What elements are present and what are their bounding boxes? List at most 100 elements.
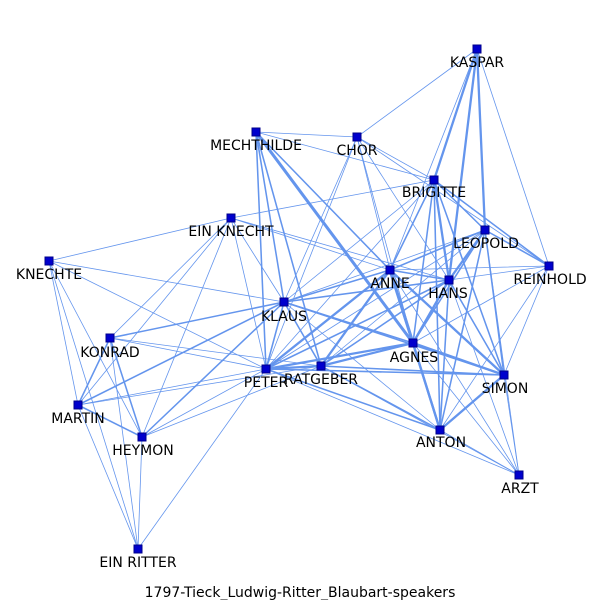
edge-kaspar-chor — [356, 48, 478, 138]
node-mechthilde — [251, 127, 261, 137]
node-konrad — [105, 333, 115, 343]
node-label-konrad: KONRAD — [80, 345, 139, 361]
node-anne — [385, 265, 395, 275]
edge-brigitte-anne — [389, 179, 435, 271]
edge-leopold-klaus — [283, 229, 486, 303]
edge-knechte-ein-ritter — [48, 260, 139, 550]
edge-mechthilde-agnes — [254, 130, 415, 345]
edge-brigitte-ein-knecht — [230, 179, 435, 219]
edge-kaspar-leopold — [475, 47, 487, 232]
edge-simon-arzt — [503, 374, 520, 476]
edge-ein-ritter-peter — [137, 368, 267, 550]
edge-ratgeber-arzt — [320, 365, 520, 476]
edge-ratgeber-agnes — [319, 341, 415, 368]
edge-heymon-ein-ritter — [137, 436, 143, 550]
edge-konrad-peter — [109, 337, 267, 370]
node-label-ein-knecht: EIN KNECHT — [188, 224, 274, 240]
edge-brigitte-reinhold — [433, 179, 550, 267]
edge-brigitte-klaus — [283, 179, 435, 303]
node-peter — [261, 364, 271, 374]
node-label-ratgeber: RATGEBER — [284, 372, 358, 388]
node-layer — [44, 44, 554, 554]
edge-anne-klaus — [283, 269, 391, 303]
node-label-chor: CHOR — [336, 143, 377, 159]
edge-reinhold-hans — [448, 265, 550, 281]
edge-kaspar-anne — [389, 48, 478, 271]
edge-leopold-anne — [389, 229, 486, 271]
edge-ratgeber-simon — [320, 365, 505, 376]
edge-klaus-anton — [283, 301, 441, 431]
edge-mechthilde-brigitte — [255, 131, 435, 181]
node-label-agnes: AGNES — [390, 350, 438, 366]
edge-chor-klaus — [283, 136, 358, 303]
edge-hans-ratgeber — [320, 279, 450, 367]
edge-anne-ratgeber — [319, 268, 392, 368]
edge-kaspar-reinhold — [476, 48, 550, 267]
edge-anton-arzt — [439, 429, 520, 476]
node-agnes — [408, 338, 418, 348]
edge-leopold-arzt — [484, 229, 520, 476]
edge-ein-knecht-hans — [230, 217, 450, 281]
node-leopold — [480, 225, 490, 235]
edge-brigitte-leopold — [433, 179, 486, 231]
edge-martin-ratgeber — [77, 365, 322, 406]
edge-reinhold-agnes — [412, 265, 550, 344]
edge-leopold-ratgeber — [320, 229, 486, 367]
edge-konrad-ein-ritter — [109, 337, 139, 550]
edge-konrad-martin — [77, 337, 111, 406]
edge-hans-agnes — [411, 278, 451, 345]
node-label-mechthilde: MECHTHILDE — [210, 138, 302, 154]
edge-brigitte-hans — [432, 178, 451, 282]
node-label-brigitte: BRIGITTE — [402, 185, 466, 201]
edge-ein-knecht-knechte — [48, 217, 232, 262]
label-layer: KASPAR CHOR MECHTHILDE BRIGITTE EIN KNECHT LE… — [16, 55, 587, 571]
edge-agnes-simon — [411, 341, 506, 377]
edge-knechte-martin — [48, 260, 79, 406]
edge-klaus-ratgeber — [283, 301, 322, 367]
node-label-peter: PETER — [244, 375, 289, 391]
edge-leopold-reinhold — [484, 229, 550, 267]
edge-reinhold-simon — [503, 265, 550, 376]
node-heymon — [137, 432, 147, 442]
edge-klaus-martin — [77, 301, 285, 406]
node-knechte — [44, 256, 54, 266]
edge-hans-arzt — [448, 279, 520, 476]
edge-chor-hans — [356, 136, 450, 281]
node-label-ein-ritter: EIN RITTER — [99, 555, 176, 571]
edge-peter-arzt — [265, 368, 520, 476]
node-chor — [352, 132, 362, 142]
node-label-knechte: KNECHTE — [16, 267, 82, 283]
edge-reinhold-anne — [389, 265, 550, 271]
edge-mechthilde-klaus — [255, 131, 285, 303]
edge-reinhold-anton — [439, 265, 550, 431]
node-label-kaspar: KASPAR — [450, 55, 505, 71]
node-label-anne: ANNE — [370, 276, 409, 292]
edge-knechte-klaus — [48, 260, 285, 303]
edge-mechthilde-chor — [255, 131, 358, 138]
edge-peter-simon — [265, 368, 505, 376]
edge-hans-simon — [448, 279, 505, 376]
edge-ein-knecht-anne — [230, 217, 391, 271]
edge-martin-ein-ritter — [77, 404, 139, 550]
edge-chor-brigitte — [356, 136, 435, 181]
edge-simon-anton — [438, 373, 506, 432]
edge-klaus-peter — [265, 301, 285, 370]
edge-knechte-heymon — [48, 260, 143, 438]
node-ein-knecht — [226, 213, 236, 223]
edge-chor-peter — [265, 136, 358, 370]
edge-kaspar-brigitte — [432, 47, 479, 182]
edge-brigitte-agnes — [412, 179, 435, 344]
edge-anne-peter — [264, 268, 392, 371]
node-label-leopold: LEOPOLD — [453, 236, 519, 252]
node-ein-ritter — [133, 544, 143, 554]
node-brigitte — [429, 175, 439, 185]
edge-ein-knecht-martin — [77, 217, 232, 406]
edge-ein-knecht-klaus — [230, 217, 285, 303]
node-arzt — [514, 470, 524, 480]
graph-caption: 1797-Tieck_Ludwig-Ritter_Blaubart-speake… — [145, 585, 456, 600]
edge-konrad-ratgeber — [109, 337, 322, 367]
edge-leopold-peter — [265, 229, 486, 370]
node-label-heymon: HEYMON — [112, 443, 174, 459]
node-ratgeber — [316, 361, 326, 371]
edge-ein-knecht-heymon — [141, 217, 232, 438]
